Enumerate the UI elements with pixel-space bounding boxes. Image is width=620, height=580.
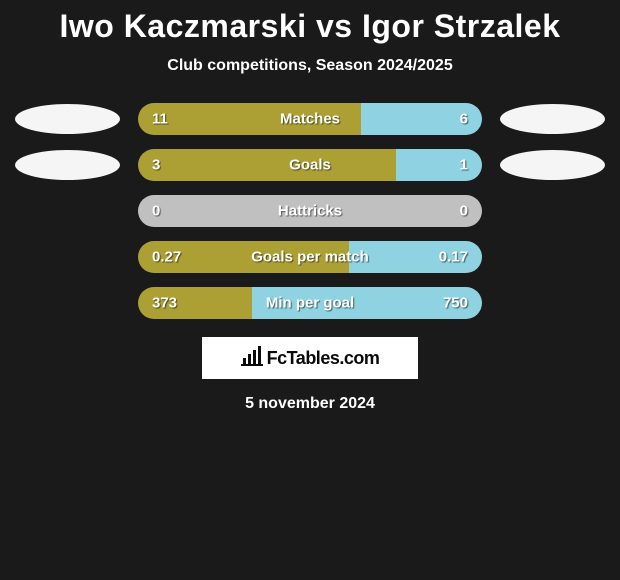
stat-bar: 373 Min per goal 750 bbox=[138, 287, 482, 319]
bar-segment-player2 bbox=[396, 149, 482, 181]
comparison-widget: Iwo Kaczmarski vs Igor Strzalek Club com… bbox=[0, 0, 620, 413]
stat-value-player2: 750 bbox=[443, 295, 468, 312]
stats-list: 11 Matches 6 3 Goals 1 0 Hattricks 0 0.27 Goals pe… bbox=[0, 103, 620, 319]
stat-row: 0 Hattricks 0 bbox=[0, 195, 620, 227]
stat-value-player1: 3 bbox=[152, 157, 160, 174]
fctables-logo[interactable]: FcTables.com bbox=[202, 337, 418, 379]
player1-avatar bbox=[15, 104, 120, 134]
stat-row: 3 Goals 1 bbox=[0, 149, 620, 181]
stat-bar: 11 Matches 6 bbox=[138, 103, 482, 135]
bar-segment-player1 bbox=[138, 149, 396, 181]
stat-label: Goals per match bbox=[251, 249, 369, 266]
stat-bar: 0.27 Goals per match 0.17 bbox=[138, 241, 482, 273]
stat-value-player1: 0.27 bbox=[152, 249, 181, 266]
chart-icon bbox=[241, 346, 263, 371]
page-title: Iwo Kaczmarski vs Igor Strzalek bbox=[0, 8, 620, 45]
stat-value-player2: 6 bbox=[460, 111, 468, 128]
stat-value-player2: 0.17 bbox=[439, 249, 468, 266]
subtitle: Club competitions, Season 2024/2025 bbox=[0, 57, 620, 75]
stat-row: 0.27 Goals per match 0.17 bbox=[0, 241, 620, 273]
stat-bar: 3 Goals 1 bbox=[138, 149, 482, 181]
stat-bar: 0 Hattricks 0 bbox=[138, 195, 482, 227]
date-label: 5 november 2024 bbox=[0, 395, 620, 413]
stat-value-player1: 11 bbox=[152, 111, 168, 128]
stat-value-player1: 373 bbox=[152, 295, 177, 312]
player1-avatar bbox=[15, 150, 120, 180]
stat-row: 11 Matches 6 bbox=[0, 103, 620, 135]
logo-text: FcTables.com bbox=[267, 348, 380, 369]
stat-label: Min per goal bbox=[266, 295, 354, 312]
stat-label: Matches bbox=[280, 111, 340, 128]
stat-label: Goals bbox=[289, 157, 331, 174]
player2-avatar bbox=[500, 150, 605, 180]
player2-avatar bbox=[500, 104, 605, 134]
stat-value-player2: 0 bbox=[460, 203, 468, 220]
stat-value-player1: 0 bbox=[152, 203, 160, 220]
stat-value-player2: 1 bbox=[460, 157, 468, 174]
stat-row: 373 Min per goal 750 bbox=[0, 287, 620, 319]
stat-label: Hattricks bbox=[278, 203, 342, 220]
